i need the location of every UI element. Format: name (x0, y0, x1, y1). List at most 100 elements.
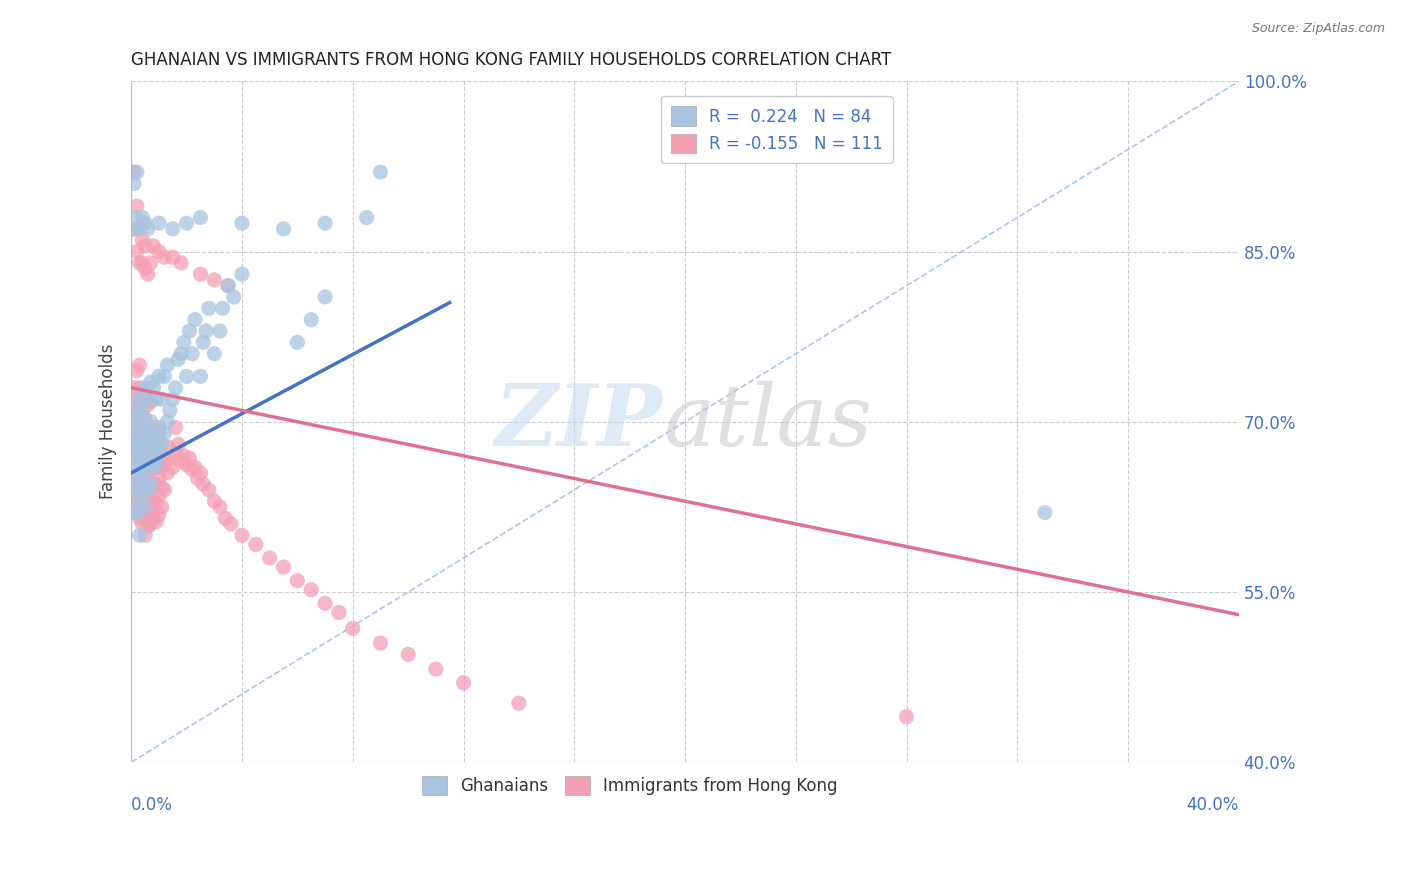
Point (125, 199, 148, 213)
Point (142, 494, 165, 508)
Point (145, 454, 167, 468)
Point (142, 477, 165, 491)
Point (148, 443, 170, 458)
Point (179, 324, 201, 338)
Point (156, 466, 179, 480)
Point (184, 312, 207, 326)
Point (139, 437, 162, 451)
Point (148, 216, 170, 230)
Point (299, 312, 322, 326)
Point (131, 516, 153, 531)
Point (134, 381, 156, 395)
Point (125, 244, 148, 259)
Point (131, 449, 153, 463)
Point (208, 500, 231, 514)
Text: Source: ZipAtlas.com: Source: ZipAtlas.com (1251, 22, 1385, 36)
Point (314, 290, 336, 304)
Point (134, 528, 156, 542)
Point (453, 675, 475, 690)
Point (131, 403, 153, 417)
Point (150, 500, 173, 514)
Point (176, 458, 198, 472)
Point (231, 216, 253, 230)
Point (148, 426, 170, 441)
Point (139, 516, 162, 531)
Point (153, 426, 176, 441)
Point (131, 483, 153, 497)
Point (131, 233, 153, 247)
Point (222, 290, 245, 304)
Point (122, 460, 145, 475)
Point (131, 483, 153, 497)
Point (287, 574, 309, 588)
Point (125, 415, 148, 429)
Point (122, 460, 145, 475)
Point (202, 347, 225, 361)
Point (142, 381, 165, 395)
Point (356, 211, 378, 225)
Point (162, 250, 184, 264)
Point (125, 454, 148, 468)
Point (134, 489, 156, 503)
Point (128, 471, 150, 485)
Point (153, 454, 176, 468)
Point (125, 392, 148, 406)
Point (122, 426, 145, 441)
Point (370, 636, 392, 650)
Point (122, 494, 145, 508)
Point (231, 528, 253, 542)
Point (176, 369, 198, 384)
Point (134, 426, 156, 441)
Point (162, 392, 184, 406)
Point (167, 352, 190, 367)
Point (131, 460, 153, 475)
Point (134, 390, 156, 404)
Point (1033, 506, 1056, 520)
Point (148, 471, 170, 485)
Point (122, 443, 145, 458)
Point (128, 443, 150, 458)
Point (136, 503, 159, 517)
Point (202, 273, 225, 287)
Point (142, 460, 165, 475)
Point (122, 403, 145, 417)
Text: 40.0%: 40.0% (1187, 797, 1239, 814)
Point (131, 446, 153, 460)
Point (181, 462, 204, 476)
Point (125, 462, 148, 476)
Point (136, 420, 159, 434)
Point (153, 369, 176, 384)
Point (131, 386, 153, 401)
Point (150, 460, 173, 475)
Point (145, 477, 167, 491)
Point (125, 165, 148, 179)
Point (190, 466, 212, 480)
Point (128, 460, 150, 475)
Point (134, 469, 156, 483)
Point (314, 216, 336, 230)
Point (122, 477, 145, 491)
Point (148, 451, 170, 466)
Point (131, 426, 153, 441)
Point (142, 460, 165, 475)
Point (142, 443, 165, 458)
Point (122, 474, 145, 488)
Point (148, 508, 170, 522)
Point (128, 460, 150, 475)
Point (128, 426, 150, 441)
Point (273, 222, 295, 236)
Point (173, 449, 195, 463)
Point (145, 496, 167, 510)
Point (159, 451, 181, 466)
Point (190, 369, 212, 384)
Point (122, 415, 145, 429)
Point (179, 451, 201, 466)
Point (134, 440, 156, 454)
Point (136, 426, 159, 441)
Point (125, 432, 148, 446)
Point (139, 477, 162, 491)
Point (156, 415, 179, 429)
Point (128, 443, 150, 458)
Point (219, 516, 242, 531)
Point (231, 267, 253, 281)
